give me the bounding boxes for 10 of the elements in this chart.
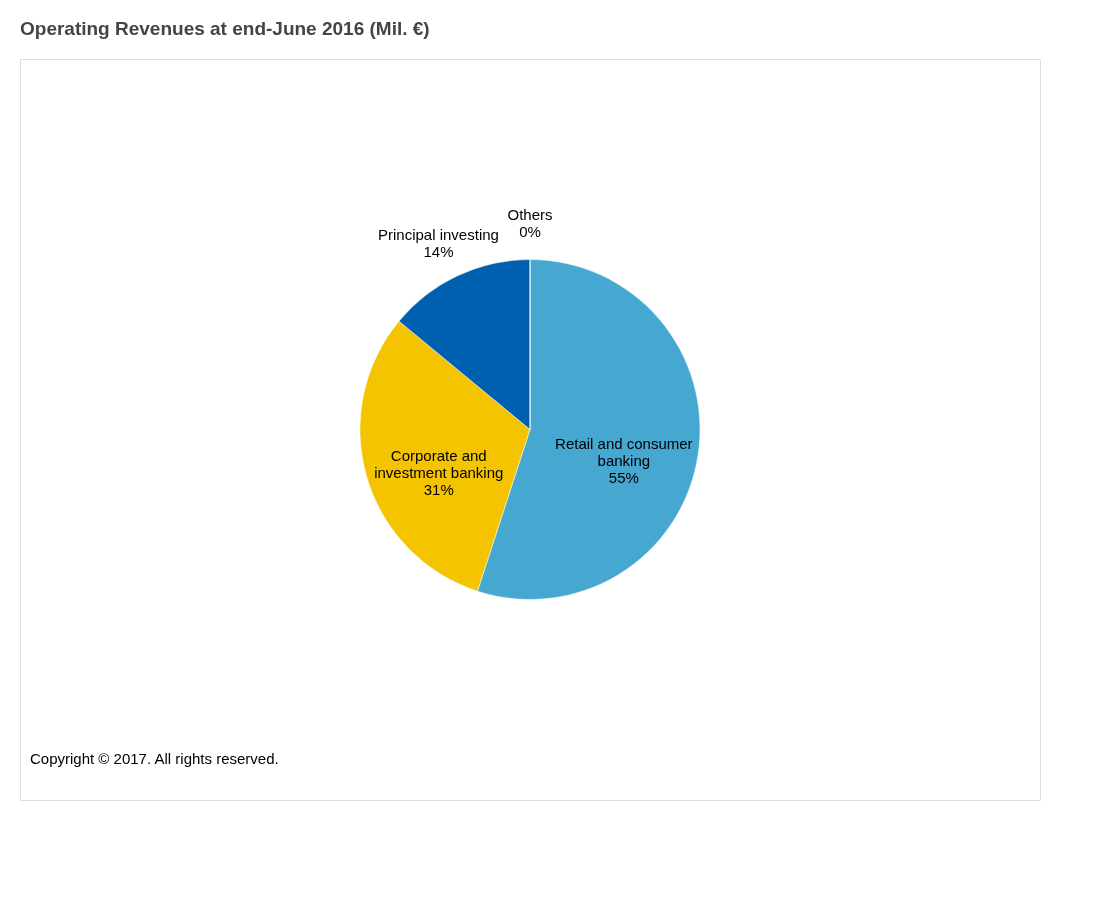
slice-label: Principal investing — [378, 225, 499, 243]
data-label: 55% — [608, 469, 639, 487]
text: Copyright © 2017. All rights reserved. — [30, 750, 279, 767]
text: 0% — [519, 222, 541, 240]
data-label: 14% — [423, 242, 454, 260]
category-label: Others — [507, 205, 553, 223]
slice-label: Corporate and investment banking — [374, 447, 504, 481]
chart-title: Operating Revenues at end-June 2016 (Mil. €) — [20, 18, 430, 39]
slice-label: Retail and consumer banking — [555, 435, 693, 470]
data-label: 31% — [423, 481, 454, 498]
